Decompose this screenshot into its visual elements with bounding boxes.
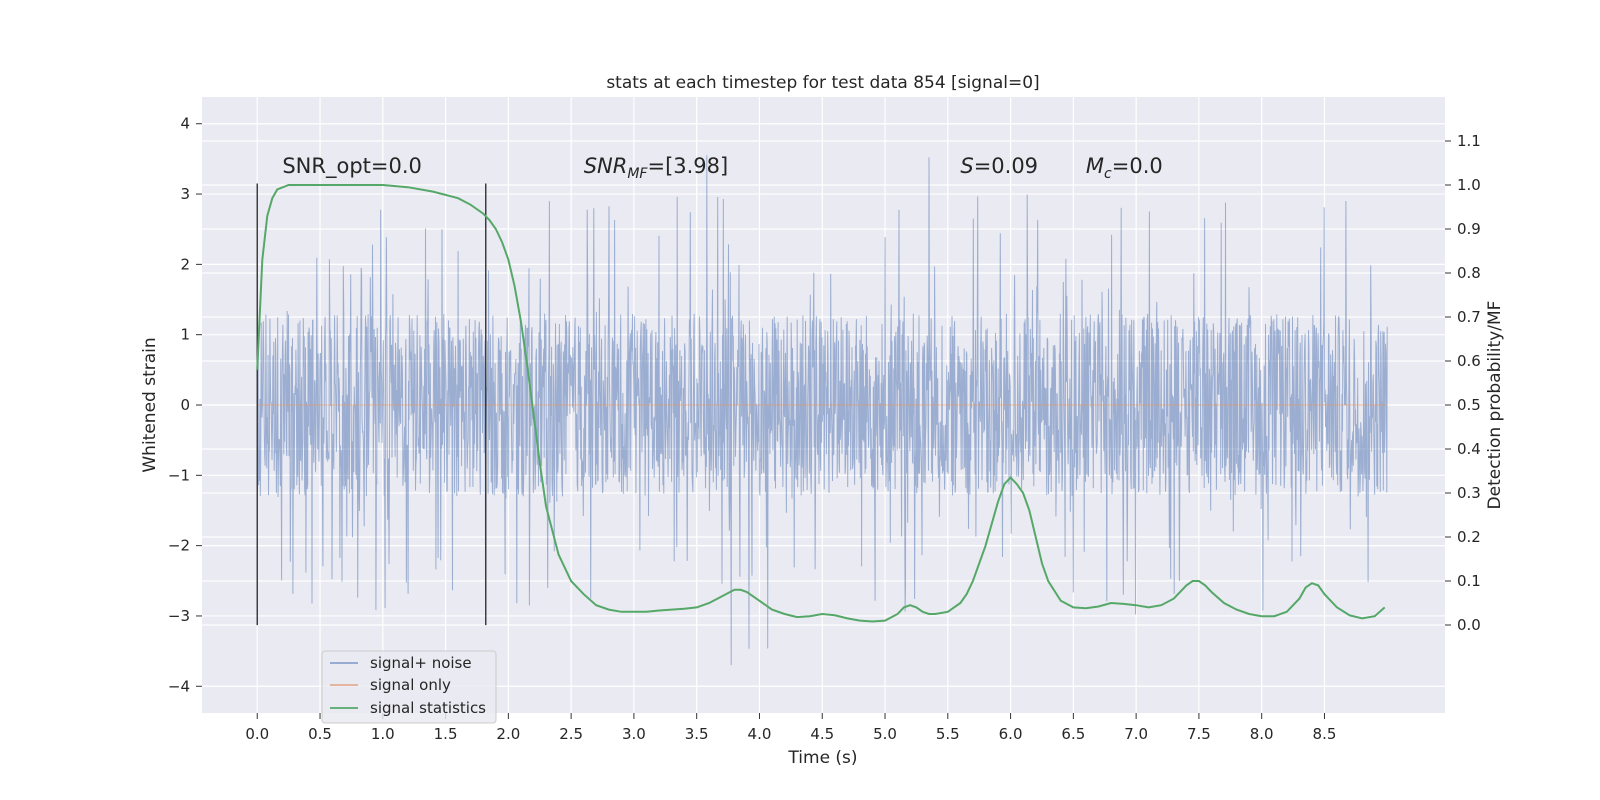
legend: signal+ noise signal only signal statist… [321, 650, 497, 724]
y-axis-label-left: Whitened strain [140, 337, 160, 472]
y-right-tick-label: 0.3 [1457, 484, 1481, 502]
x-tick-label: 0.0 [245, 725, 269, 743]
x-tick-label: 2.0 [496, 725, 520, 743]
y-left-tick-label: 4 [180, 115, 190, 133]
y-axis-label-right: Detection probability/MF [1485, 301, 1505, 510]
y-right-tick-label: 0.6 [1457, 352, 1481, 370]
series-signal-statistics [256, 184, 1386, 623]
x-tick-label: 8.5 [1313, 725, 1337, 743]
y-left-tick-label: −2 [168, 537, 190, 555]
legend-label-signal-statistics: signal statistics [370, 699, 486, 717]
annotation-snr-mf: SNRMF=[3.98] [584, 154, 729, 182]
chart-title: stats at each timestep for test data 854… [606, 73, 1039, 93]
x-tick-label: 4.5 [810, 725, 834, 743]
y-right-tick-label: 0.0 [1457, 616, 1481, 634]
legend-label-signal-only: signal only [370, 676, 451, 694]
signal-statistics-line [256, 184, 1386, 623]
y-left-tick-label: −3 [168, 607, 190, 625]
y-left-tick-label: 3 [180, 185, 190, 203]
y-left-tick-label: 0 [180, 396, 190, 414]
y-left-tick-label: 2 [180, 255, 190, 273]
y-right-tick-label: 0.9 [1457, 220, 1481, 238]
annotation-s-stat-var: S [960, 154, 973, 178]
x-tick-label: 6.5 [1061, 725, 1085, 743]
signal-plus-noise-line [256, 155, 1388, 666]
y-right-tick-label: 1.1 [1457, 132, 1481, 150]
annotation-snr-mf-prefix: SNR [584, 154, 628, 178]
legend-box [321, 650, 497, 724]
annotation-mc-var: M [1086, 154, 1104, 178]
y-right-tick-label: 0.2 [1457, 528, 1481, 546]
y-left-tick-label: 1 [180, 326, 190, 344]
x-tick-label: 1.0 [371, 725, 395, 743]
annotation-snr-mf-value: =[3.98] [647, 154, 728, 178]
legend-label-signal-plus-noise: signal+ noise [370, 654, 472, 672]
annotation-mc-value: =0.0 [1112, 154, 1163, 178]
x-tick-label: 5.0 [873, 725, 897, 743]
x-tick-label: 5.5 [936, 725, 960, 743]
vertical-markers [256, 183, 487, 626]
x-axis-label: Time (s) [787, 748, 857, 768]
series-signal-plus-noise [256, 155, 1388, 666]
x-tick-label: 4.0 [748, 725, 772, 743]
y-left-tick-label: −4 [168, 677, 190, 695]
y-left-tick-label: −1 [168, 466, 190, 484]
ticks: 0.0 0.5 1.0 1.5 2.0 2.5 3.0 3.5 4.0 4.5 5.0 5.5 6.0 6… [168, 115, 1481, 743]
x-tick-label: 7.0 [1124, 725, 1148, 743]
y-right-tick-label: 0.5 [1457, 396, 1481, 414]
y-right-tick-label: 0.1 [1457, 572, 1481, 590]
annotation-mc: Mc=0.0 [1086, 154, 1163, 182]
x-tick-label: 3.0 [622, 725, 646, 743]
x-tick-label: 8.0 [1250, 725, 1274, 743]
x-tick-label: 3.5 [685, 725, 709, 743]
annotation-mc-sub: c [1104, 166, 1112, 182]
y-right-tick-label: 0.8 [1457, 264, 1481, 282]
y-right-tick-label: 1.0 [1457, 176, 1481, 194]
y-right-tick-label: 0.7 [1457, 308, 1481, 326]
annotations: SNR_opt=0.0 SNRMF=[3.98] S=0.09 Mc=0.0 [282, 154, 1162, 182]
annotation-s-stat: S=0.09 [960, 154, 1038, 178]
y-right-tick-label: 0.4 [1457, 440, 1481, 458]
x-tick-label: 1.5 [434, 725, 458, 743]
annotation-s-stat-value: =0.09 [974, 154, 1038, 178]
x-tick-label: 6.0 [999, 725, 1023, 743]
annotation-snr-mf-sub: MF [627, 166, 648, 182]
x-tick-label: 0.5 [308, 725, 332, 743]
x-tick-label: 7.5 [1187, 725, 1211, 743]
x-tick-label: 2.5 [559, 725, 583, 743]
annotation-snr-opt-text: SNR_opt=0.0 [282, 154, 422, 179]
annotation-snr-opt: SNR_opt=0.0 [282, 154, 422, 179]
